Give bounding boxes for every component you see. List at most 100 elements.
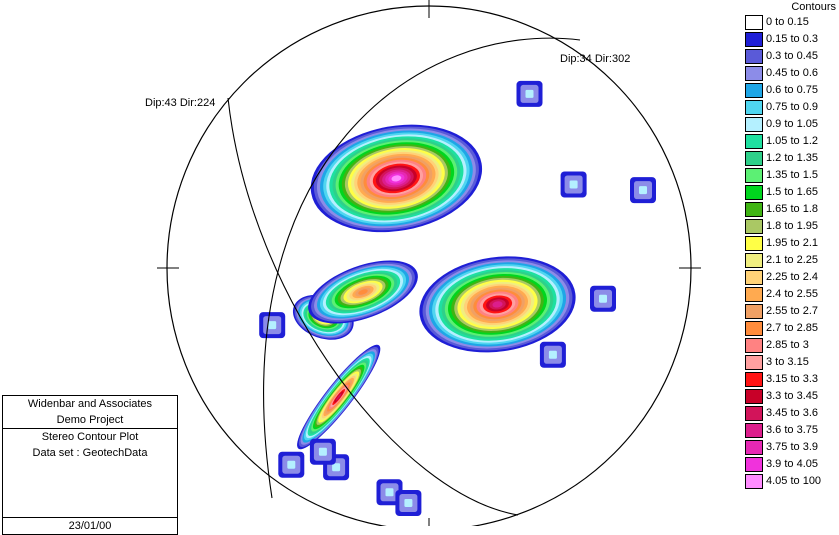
legend-entry: 1.05 to 1.2 — [745, 133, 839, 150]
legend-label: 1.35 to 1.5 — [766, 169, 818, 181]
legend-entry: 1.8 to 1.95 — [745, 218, 839, 235]
legend-label: 4.05 to 100 — [766, 475, 822, 487]
legend-label: 1.2 to 1.35 — [766, 152, 818, 164]
legend-swatch — [745, 355, 763, 370]
legend-entry: 1.5 to 1.65 — [745, 184, 839, 201]
legend-entry: 0.45 to 0.6 — [745, 65, 839, 82]
legend-swatch — [745, 406, 763, 421]
legend-label: 0.6 to 0.75 — [766, 84, 818, 96]
contour-band — [404, 499, 413, 507]
legend-entry: 2.25 to 2.4 — [745, 269, 839, 286]
legend-label: 2.55 to 2.7 — [766, 305, 818, 317]
legend-entry: 2.7 to 2.85 — [745, 320, 839, 337]
annotation-1: Dip:43 Dir:224 — [145, 97, 215, 109]
primitive-circle — [166, 5, 692, 526]
legend-label: 0.75 to 0.9 — [766, 101, 818, 113]
legend-label: 0 to 0.15 — [766, 16, 809, 28]
contour-band — [548, 350, 557, 359]
contour-band — [492, 301, 503, 308]
company-name: Widenbar and Associates — [27, 398, 153, 410]
legend-label: 3.9 to 4.05 — [766, 458, 818, 470]
info-box: Widenbar and Associates Demo Project Ste… — [2, 395, 178, 535]
legend-label: 3.15 to 3.3 — [766, 373, 818, 385]
legend-entry: 0.9 to 1.05 — [745, 116, 839, 133]
legend-entry: 0.6 to 0.75 — [745, 82, 839, 99]
legend-swatch — [745, 151, 763, 166]
legend-swatch — [745, 372, 763, 387]
legend-swatch — [745, 134, 763, 149]
legend-entry: 1.65 to 1.8 — [745, 201, 839, 218]
legend-label: 3.45 to 3.6 — [766, 407, 818, 419]
legend-entry: 4.05 to 100 — [745, 473, 839, 490]
legend-swatch — [745, 304, 763, 319]
legend-entry: 3 to 3.15 — [745, 354, 839, 371]
legend-entry: 2.85 to 3 — [745, 337, 839, 354]
legend-label: 2.4 to 2.55 — [766, 288, 818, 300]
contour-band — [391, 175, 402, 182]
legend-entry: 2.4 to 2.55 — [745, 286, 839, 303]
contour-band — [318, 447, 327, 456]
legend-swatch — [745, 168, 763, 183]
stereonet-plot: Dip:43 Dir:224 Dip:34 Dir:302 — [145, 0, 701, 526]
legend-label: 2.1 to 2.25 — [766, 254, 818, 266]
legend-swatch — [745, 440, 763, 455]
legend-entry: 3.15 to 3.3 — [745, 371, 839, 388]
legend-swatch — [745, 253, 763, 268]
legend-entry: 0.15 to 0.3 — [745, 31, 839, 48]
legend-entry: 0 to 0.15 — [745, 14, 839, 31]
contour-band — [335, 393, 342, 401]
legend-entry: 2.1 to 2.25 — [745, 252, 839, 269]
contour-band — [332, 463, 341, 472]
contour-band — [385, 488, 394, 497]
legend-entry: 1.2 to 1.35 — [745, 150, 839, 167]
legend-label: 0.15 to 0.3 — [766, 33, 818, 45]
contour-band — [287, 460, 296, 469]
legend-entry: 3.75 to 3.9 — [745, 439, 839, 456]
legend-title: Contours — [791, 1, 836, 13]
legend-entry: 0.75 to 0.9 — [745, 99, 839, 116]
legend-swatch — [745, 185, 763, 200]
legend-entry: 1.35 to 1.5 — [745, 167, 839, 184]
legend-label: 0.9 to 1.05 — [766, 118, 818, 130]
legend-swatch — [745, 423, 763, 438]
plot-type: Stereo Contour Plot — [3, 428, 177, 445]
legend-label: 1.8 to 1.95 — [766, 220, 818, 232]
legend-entry: 0.3 to 0.45 — [745, 48, 839, 65]
legend-entry: 3.45 to 3.6 — [745, 405, 839, 422]
legend-swatch — [745, 474, 763, 489]
contour-band — [569, 180, 578, 189]
legend-swatch — [745, 117, 763, 132]
legend-label: 1.95 to 2.1 — [766, 237, 818, 249]
legend-swatch — [745, 100, 763, 115]
legend-entry: 3.3 to 3.45 — [745, 388, 839, 405]
legend-label: 1.5 to 1.65 — [766, 186, 818, 198]
legend-swatch — [745, 219, 763, 234]
net-ticks — [157, 0, 701, 526]
legend-swatch — [745, 321, 763, 336]
legend-swatch — [745, 389, 763, 404]
legend-swatch — [745, 457, 763, 472]
legend-swatch — [745, 15, 763, 30]
legend-label: 3.6 to 3.75 — [766, 424, 818, 436]
legend-label: 3 to 3.15 — [766, 356, 809, 368]
dataset-name: Data set : GeotechData — [32, 447, 148, 459]
legend-swatch — [745, 83, 763, 98]
annotation-2: Dip:34 Dir:302 — [560, 53, 630, 65]
contour-band — [525, 89, 534, 98]
contour-legend: Contours 0 to 0.15 0.15 to 0.3 0.3 to 0.45… — [745, 0, 839, 490]
legend-label: 1.05 to 1.2 — [766, 135, 818, 147]
great-circle-2 — [263, 37, 581, 499]
legend-swatch — [745, 287, 763, 302]
legend-entry: 3.6 to 3.75 — [745, 422, 839, 439]
legend-swatch — [745, 202, 763, 217]
contour-band — [358, 289, 368, 295]
legend-entry: 1.95 to 2.1 — [745, 235, 839, 252]
legend-label: 1.65 to 1.8 — [766, 203, 818, 215]
legend-label: 0.45 to 0.6 — [766, 67, 818, 79]
legend-entry: 3.9 to 4.05 — [745, 456, 839, 473]
contour-band — [268, 321, 277, 330]
legend-label: 0.3 to 0.45 — [766, 50, 818, 62]
legend-swatch — [745, 338, 763, 353]
contour-band — [639, 186, 647, 195]
legend-entry: 2.55 to 2.7 — [745, 303, 839, 320]
